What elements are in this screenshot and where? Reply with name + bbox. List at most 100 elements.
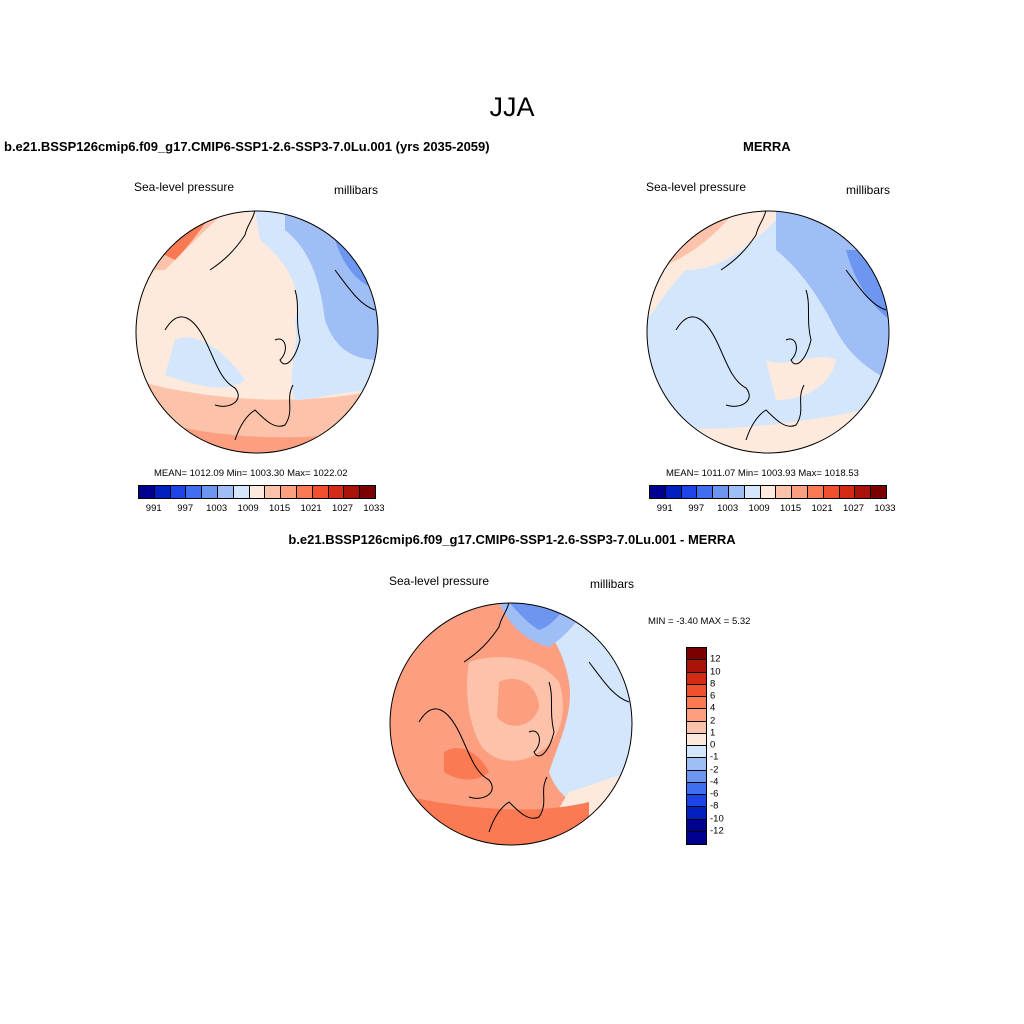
- colorbar-swatch: [687, 819, 706, 832]
- colorbar-swatch: [776, 486, 793, 498]
- colorbar-swatch: [296, 486, 313, 498]
- colorbar-tick-label: 4: [710, 702, 716, 714]
- colorbar-swatch: [312, 486, 329, 498]
- colorbar-swatch: [665, 486, 682, 498]
- model-colorbar-labels: 991 997 1003 1009 1015 1021 1027 1033: [138, 503, 385, 515]
- colorbar-swatch: [687, 746, 706, 759]
- colorbar-swatch: [687, 770, 706, 783]
- colorbar-swatch: [807, 486, 824, 498]
- colorbar-tick-label: 997: [177, 503, 194, 514]
- diff-negative-anomaly-region: [529, 603, 632, 822]
- colorbar-swatch: [344, 486, 361, 498]
- colorbar-tick-label: 997: [688, 503, 705, 514]
- obs-panel-title: MERRA: [743, 139, 791, 154]
- colorbar-tick-label: -4: [710, 776, 719, 788]
- model-greenland-low-region: [165, 337, 245, 388]
- colorbar-swatch: [839, 486, 856, 498]
- colorbar-tick-label: -1: [710, 751, 719, 763]
- diff-greenland-max-region: [444, 748, 489, 780]
- colorbar-swatch: [744, 486, 761, 498]
- colorbar-swatch: [713, 486, 729, 498]
- model-panel-title: b.e21.BSSP126cmip6.f09_g17.CMIP6-SSP1-2.…: [4, 139, 490, 154]
- colorbar-tick-label: 1027: [842, 503, 865, 514]
- colorbar-tick-label: 1003: [717, 503, 739, 514]
- colorbar-swatch: [687, 831, 706, 844]
- colorbar-tick-label: 1021: [300, 503, 322, 514]
- colorbar-swatch: [687, 672, 706, 685]
- diff-field-label: Sea-level pressure: [389, 574, 490, 588]
- diff-colorbar-labels: 12 10 8 6 4 2 1 0 -1 -2 -4 -6 -8 -10 -12: [710, 647, 740, 843]
- colorbar-tick-label: 0: [710, 739, 716, 751]
- colorbar-tick-label: -2: [710, 764, 719, 775]
- colorbar-swatch: [823, 486, 840, 498]
- colorbar-swatch: [728, 486, 745, 498]
- colorbar-tick-label: 12: [710, 653, 721, 665]
- diff-stats: MIN = -3.40 MAX = 5.32: [648, 616, 751, 627]
- colorbar-tick-label: 1015: [269, 503, 291, 514]
- colorbar-swatch: [233, 486, 250, 498]
- colorbar-swatch: [687, 758, 706, 771]
- model-coastlines: [164, 211, 376, 441]
- diff-polar-map: [389, 602, 633, 846]
- colorbar-swatch: [217, 486, 234, 498]
- colorbar-swatch: [170, 486, 187, 498]
- obs-field-label: Sea-level pressure: [646, 180, 747, 194]
- colorbar-tick-label: 2: [710, 715, 716, 726]
- model-field-label: Sea-level pressure: [134, 180, 235, 194]
- colorbar-swatch: [687, 795, 706, 808]
- colorbar-swatch: [687, 733, 706, 746]
- colorbar-swatch: [687, 660, 706, 673]
- colorbar-tick-label: 991: [656, 503, 673, 514]
- model-polar-map: [135, 210, 379, 454]
- obs-map-border: [646, 210, 890, 454]
- colorbar-swatch: [687, 709, 706, 722]
- obs-colorbar-labels: 991 997 1003 1009 1015 1021 1027 1033: [649, 503, 896, 515]
- colorbar-swatch: [687, 782, 706, 795]
- model-units-label: millibars: [334, 183, 379, 197]
- colorbar-swatch: [855, 486, 872, 498]
- diff-panel-title: b.e21.BSSP126cmip6.f09_g17.CMIP6-SSP1-2.…: [288, 532, 736, 547]
- colorbar-swatch: [249, 486, 266, 498]
- colorbar-swatch: [328, 486, 345, 498]
- colorbar-swatch: [360, 486, 375, 498]
- season-title: JJA: [489, 92, 535, 122]
- model-colorbar: [138, 485, 376, 499]
- colorbar-swatch: [139, 486, 155, 498]
- colorbar-swatch: [265, 486, 282, 498]
- colorbar-swatch: [687, 684, 706, 697]
- diff-central-anomaly-peak: [497, 678, 539, 726]
- colorbar-tick-label: 1021: [811, 503, 833, 514]
- colorbar-swatch: [186, 486, 203, 498]
- colorbar-tick-label: 8: [710, 678, 716, 690]
- colorbar-tick-label: 1009: [748, 503, 770, 514]
- obs-coastlines: [675, 211, 887, 441]
- colorbar-tick-label: -6: [710, 788, 719, 800]
- colorbar-swatch: [681, 486, 698, 498]
- colorbar-tick-label: 6: [710, 690, 716, 702]
- obs-units-label: millibars: [846, 183, 891, 197]
- colorbar-swatch: [697, 486, 714, 498]
- colorbar-tick-label: 10: [710, 666, 721, 677]
- obs-pacific-high-region: [766, 357, 836, 400]
- model-stats: MEAN= 1012.09 Min= 1003.30 Max= 1022.02: [154, 468, 348, 479]
- colorbar-tick-label: 1: [710, 727, 716, 739]
- colorbar-tick-label: 1015: [780, 503, 802, 514]
- obs-polar-map: [646, 210, 890, 454]
- colorbar-tick-label: 1003: [206, 503, 228, 514]
- colorbar-swatch: [792, 486, 808, 498]
- diff-units-label: millibars: [590, 577, 635, 591]
- diff-colorbar: [686, 647, 707, 845]
- colorbar-tick-label: 1033: [874, 503, 896, 514]
- colorbar-swatch: [760, 486, 777, 498]
- colorbar-tick-label: -8: [710, 800, 719, 812]
- obs-colorbar: [649, 485, 887, 499]
- colorbar-swatch: [202, 486, 218, 498]
- colorbar-tick-label: 991: [145, 503, 162, 514]
- diff-map-border: [389, 602, 633, 846]
- colorbar-swatch: [154, 486, 171, 498]
- model-map-border: [135, 210, 379, 454]
- obs-stats: MEAN= 1011.07 Min= 1003.93 Max= 1018.53: [666, 468, 859, 479]
- colorbar-swatch: [281, 486, 297, 498]
- diff-coastlines: [418, 603, 630, 833]
- colorbar-swatch: [687, 648, 706, 661]
